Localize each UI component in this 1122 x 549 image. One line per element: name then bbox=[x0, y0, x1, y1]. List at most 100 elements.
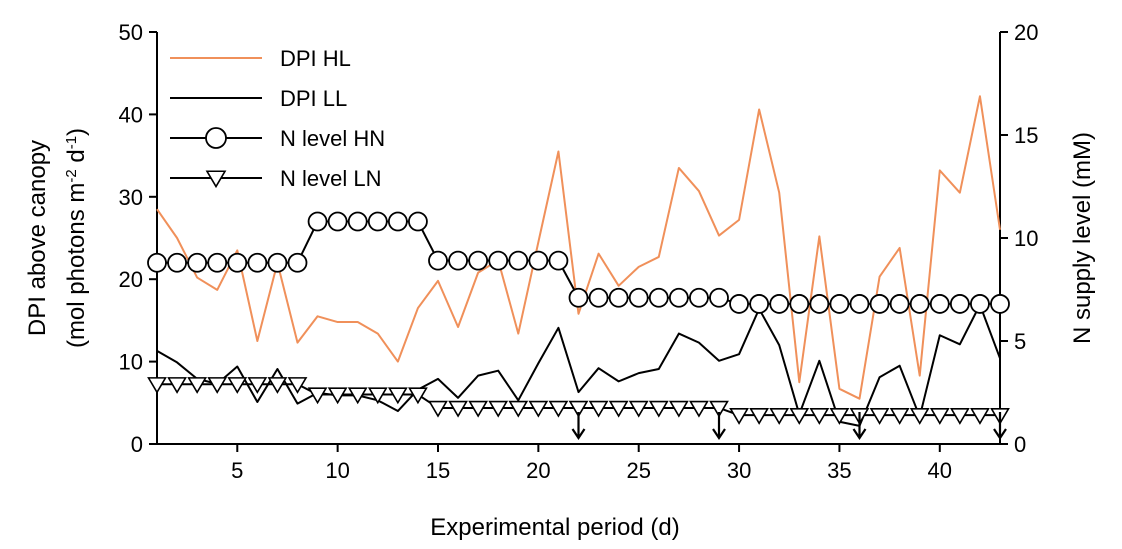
data-point bbox=[929, 407, 950, 425]
data-point bbox=[749, 407, 770, 425]
x-tick-label: 40 bbox=[928, 458, 952, 483]
arrow-head bbox=[852, 428, 867, 440]
y-axis-left-title-part2: d bbox=[63, 149, 90, 169]
data-point bbox=[729, 294, 749, 314]
data-point bbox=[167, 252, 187, 273]
legend-marker bbox=[205, 170, 227, 189]
data-point bbox=[508, 250, 529, 271]
data-point bbox=[869, 407, 890, 425]
data-point bbox=[628, 287, 649, 308]
data-point bbox=[648, 287, 669, 308]
legend-item: N level LN bbox=[170, 166, 381, 191]
data-point bbox=[789, 294, 810, 314]
y-right-tick-label: 20 bbox=[1014, 20, 1038, 45]
data-point bbox=[307, 211, 328, 232]
legend-item: DPI HL bbox=[170, 46, 351, 71]
data-point bbox=[689, 400, 709, 418]
series-n-level-hn bbox=[147, 211, 1010, 314]
y-left-tick-label: 50 bbox=[119, 20, 143, 45]
y-right-tick-label: 0 bbox=[1014, 432, 1026, 457]
data-point bbox=[307, 387, 328, 405]
y-right-tick-label: 15 bbox=[1014, 123, 1038, 148]
y-left-tick-label: 0 bbox=[131, 432, 143, 457]
x-tick-label: 5 bbox=[231, 458, 243, 483]
data-point bbox=[709, 400, 729, 418]
y-axis-left: 0 10 20 30 40 50 bbox=[119, 20, 157, 457]
data-point bbox=[387, 211, 408, 232]
data-point bbox=[387, 387, 408, 405]
data-point bbox=[488, 250, 509, 271]
data-point bbox=[468, 250, 489, 271]
legend: DPI HL DPI LL N level HN N level LN bbox=[170, 46, 385, 191]
legend-label: DPI HL bbox=[280, 46, 351, 71]
data-point bbox=[829, 407, 850, 425]
x-tick-label: 35 bbox=[827, 458, 851, 483]
data-point bbox=[247, 377, 268, 394]
y-axis-left-title-sup2: -1 bbox=[63, 136, 80, 149]
data-point bbox=[970, 407, 990, 425]
data-point bbox=[167, 377, 187, 394]
data-point bbox=[408, 211, 428, 232]
down-arrow-icon bbox=[571, 412, 586, 440]
series-line bbox=[156, 95, 1001, 400]
y-axis-left-title-part3: ) bbox=[63, 128, 90, 136]
data-point bbox=[809, 294, 830, 314]
data-point bbox=[327, 387, 348, 405]
data-point bbox=[648, 400, 669, 418]
data-point bbox=[147, 252, 167, 273]
data-point bbox=[428, 400, 448, 418]
data-point bbox=[548, 250, 569, 271]
data-point bbox=[929, 294, 950, 314]
data-point bbox=[448, 400, 468, 418]
arrow-head bbox=[571, 428, 586, 440]
x-axis-title: Experimental period (d) bbox=[430, 514, 679, 541]
data-point bbox=[829, 294, 850, 314]
data-point bbox=[448, 250, 468, 271]
data-point bbox=[528, 400, 549, 418]
data-point bbox=[267, 377, 288, 394]
data-point bbox=[428, 250, 448, 271]
data-point bbox=[668, 287, 689, 308]
data-point bbox=[347, 211, 368, 232]
data-point bbox=[970, 294, 990, 314]
data-point bbox=[949, 294, 970, 314]
data-point bbox=[347, 387, 368, 405]
data-point bbox=[729, 407, 749, 425]
y-left-tick-label: 30 bbox=[119, 185, 143, 210]
y-axis-left-title-line2: (mol photons m-2 d-1) bbox=[63, 128, 91, 348]
legend-item: N level HN bbox=[170, 126, 385, 151]
down-arrow-icon bbox=[712, 412, 726, 440]
x-tick-label: 30 bbox=[727, 458, 751, 483]
data-point bbox=[468, 400, 489, 418]
data-point bbox=[588, 400, 609, 418]
legend-item: DPI LL bbox=[170, 86, 347, 111]
data-point bbox=[749, 294, 770, 314]
x-tick-label: 15 bbox=[426, 458, 450, 483]
data-point bbox=[909, 294, 930, 314]
data-point bbox=[227, 252, 248, 273]
y-right-tick-label: 5 bbox=[1014, 329, 1026, 354]
y-axis-left-title-line1: DPI above canopy bbox=[24, 140, 51, 336]
series-dpi-hl bbox=[156, 95, 1001, 400]
y-axis-right: 0 5 10 15 20 bbox=[1000, 20, 1038, 457]
data-point bbox=[488, 400, 509, 418]
y-right-tick-label: 10 bbox=[1014, 226, 1038, 251]
data-point bbox=[267, 252, 288, 273]
data-point bbox=[889, 407, 910, 425]
legend-label: DPI LL bbox=[280, 86, 347, 111]
series-n-level-ln bbox=[147, 377, 1010, 425]
data-point bbox=[408, 387, 428, 405]
y-left-tick-label: 40 bbox=[119, 102, 143, 127]
data-point bbox=[709, 287, 729, 308]
data-point bbox=[568, 400, 589, 418]
down-arrow-icon bbox=[993, 412, 1007, 440]
arrows-layer bbox=[571, 412, 1007, 440]
data-point bbox=[608, 287, 629, 308]
data-point bbox=[789, 407, 810, 425]
data-point bbox=[548, 400, 569, 418]
data-point bbox=[147, 377, 167, 394]
data-point bbox=[247, 252, 268, 273]
data-point bbox=[588, 287, 609, 308]
legend-label: N level HN bbox=[280, 126, 385, 151]
